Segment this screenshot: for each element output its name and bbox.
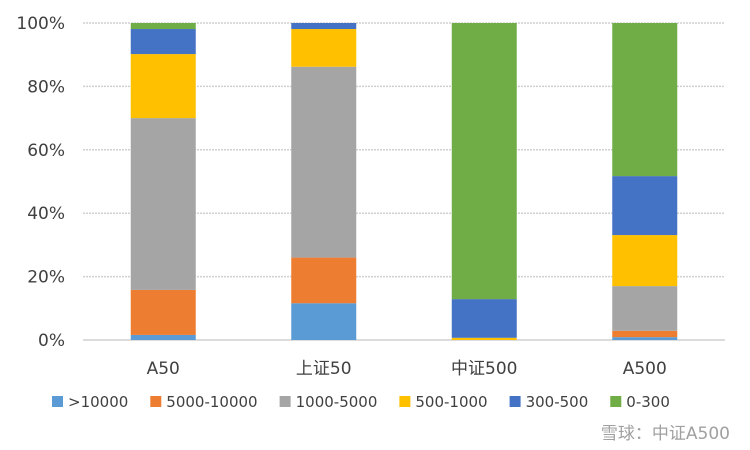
watermark: 雪球：中证A500 <box>600 424 730 444</box>
bar-segment <box>130 334 196 340</box>
legend-swatch <box>610 396 622 407</box>
bar-segment <box>451 337 517 340</box>
legend-swatch <box>150 396 162 407</box>
y-tick-label: 40% <box>27 204 65 224</box>
legend-label: >10000 <box>68 393 128 411</box>
x-tick-label: 中证500 <box>451 359 517 379</box>
legend-swatch <box>279 396 291 407</box>
bar-segment <box>291 257 357 304</box>
legend-label: 500-1000 <box>415 393 487 411</box>
bar-segment <box>612 235 678 287</box>
y-tick-label: 0% <box>38 331 65 351</box>
bar-segment <box>291 303 357 340</box>
y-tick-label: 100% <box>16 14 65 34</box>
bar-segment <box>130 29 196 55</box>
bar-segment <box>451 299 517 338</box>
bar-segment <box>291 23 357 30</box>
bar-segment <box>291 66 357 258</box>
y-tick-label: 80% <box>27 77 65 97</box>
bar-segment <box>612 23 678 177</box>
x-tick-label: A500 <box>623 359 667 379</box>
bar-segment <box>451 23 517 300</box>
legend-label: 0-300 <box>626 393 670 411</box>
bar-segment <box>130 289 196 335</box>
bar-segment <box>612 337 678 340</box>
bar-segment <box>130 23 196 30</box>
y-tick-label: 20% <box>27 268 65 288</box>
bar-segment <box>291 29 357 67</box>
legend-swatch <box>509 396 521 407</box>
legend-label: 5000-10000 <box>166 393 257 411</box>
legend-label: 1000-5000 <box>296 393 378 411</box>
bar-segment <box>612 286 678 331</box>
x-tick-label: 上证50 <box>296 359 352 379</box>
legend-swatch <box>52 396 63 407</box>
y-tick-label: 60% <box>27 141 65 161</box>
legend-label: 300-500 <box>526 393 589 411</box>
bar-segment <box>130 54 196 119</box>
bar-segment <box>612 176 678 236</box>
bar-segment <box>612 330 678 338</box>
legend-swatch <box>399 396 411 407</box>
bar-segment <box>130 118 196 290</box>
x-tick-label: A50 <box>147 359 180 379</box>
